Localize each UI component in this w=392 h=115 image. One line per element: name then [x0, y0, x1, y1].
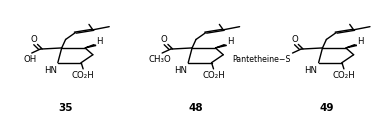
Text: 49: 49 — [319, 102, 334, 112]
Text: HN: HN — [174, 65, 187, 74]
Text: Pantetheine−S: Pantetheine−S — [232, 55, 290, 64]
Polygon shape — [216, 45, 227, 49]
Text: O: O — [161, 35, 167, 44]
Text: CO₂H: CO₂H — [72, 70, 94, 79]
Text: HN: HN — [305, 65, 318, 74]
Text: 35: 35 — [58, 102, 73, 112]
Text: O: O — [291, 35, 298, 44]
Polygon shape — [346, 45, 357, 49]
Text: 48: 48 — [189, 102, 203, 112]
Polygon shape — [85, 45, 96, 49]
Text: H: H — [96, 36, 103, 45]
Text: O: O — [30, 35, 37, 44]
Text: CO₂H: CO₂H — [332, 70, 355, 79]
Text: HN: HN — [44, 65, 57, 74]
Text: CH₃O: CH₃O — [149, 55, 172, 64]
Text: H: H — [227, 36, 233, 45]
Text: OH: OH — [23, 55, 36, 64]
Text: CO₂H: CO₂H — [202, 70, 225, 79]
Text: H: H — [357, 36, 364, 45]
